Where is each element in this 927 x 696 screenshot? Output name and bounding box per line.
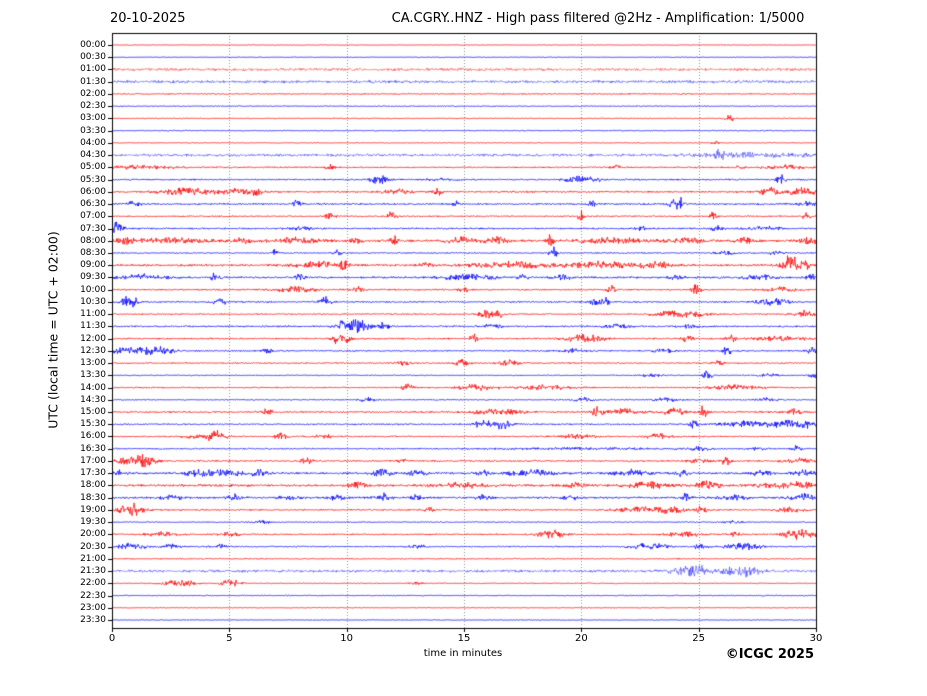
y-tick-label: 00:30 bbox=[80, 52, 106, 63]
y-tick-label: 00:00 bbox=[80, 40, 106, 50]
y-tick-label: 10:30 bbox=[80, 296, 106, 307]
y-tick-label: 17:00 bbox=[80, 455, 106, 466]
y-tick-label: 03:30 bbox=[80, 125, 106, 136]
x-tick-label: 5 bbox=[226, 633, 233, 644]
date-label: 20-10-2025 bbox=[110, 11, 186, 26]
y-tick-label: 16:30 bbox=[80, 443, 106, 454]
y-tick-label: 08:00 bbox=[80, 235, 106, 246]
y-tick-label: 10:00 bbox=[80, 284, 106, 295]
x-tick-label: 0 bbox=[108, 633, 116, 644]
x-tick-label: 30 bbox=[809, 633, 823, 644]
y-tick-label: 04:30 bbox=[80, 150, 106, 161]
y-tick-label: 01:30 bbox=[80, 76, 106, 87]
plot-title: CA.CGRY..HNZ - High pass filtered @2Hz -… bbox=[391, 11, 805, 26]
y-tick-label: 05:30 bbox=[80, 174, 106, 185]
y-tick-label: 22:30 bbox=[80, 590, 106, 601]
y-tick-label: 17:30 bbox=[80, 468, 106, 479]
y-tick-label: 02:00 bbox=[80, 88, 106, 99]
y-tick-label: 07:00 bbox=[80, 211, 106, 222]
y-tick-label: 02:30 bbox=[80, 101, 106, 112]
x-tick-label: 15 bbox=[457, 633, 471, 644]
y-tick-label: 23:00 bbox=[80, 602, 106, 613]
y-tick-label: 07:30 bbox=[80, 223, 106, 234]
y-tick-label: 16:00 bbox=[80, 431, 106, 442]
x-tick-label: 20 bbox=[574, 633, 588, 644]
y-tick-label: 09:00 bbox=[80, 260, 106, 271]
y-tick-label: 06:00 bbox=[80, 186, 106, 197]
x-axis-title: time in minutes bbox=[423, 648, 503, 659]
y-tick-label: 04:00 bbox=[80, 137, 106, 148]
y-tick-label: 19:00 bbox=[80, 504, 106, 515]
x-tick-label: 25 bbox=[692, 633, 706, 644]
y-tick-label: 09:30 bbox=[80, 272, 106, 283]
y-tick-label: 03:00 bbox=[80, 113, 106, 124]
y-tick-label: 22:00 bbox=[80, 578, 106, 589]
y-tick-label: 11:30 bbox=[80, 321, 106, 332]
y-tick-label: 19:30 bbox=[80, 517, 106, 528]
y-tick-label: 12:30 bbox=[80, 345, 106, 356]
y-tick-label: 13:30 bbox=[80, 370, 106, 381]
y-tick-label: 13:00 bbox=[80, 358, 106, 369]
y-tick-label: 11:00 bbox=[80, 309, 106, 320]
y-tick-label: 18:00 bbox=[80, 480, 106, 491]
y-tick-label: 12:00 bbox=[80, 333, 106, 344]
y-axis-title: UTC (local time = UTC + 02:00) bbox=[45, 231, 61, 429]
y-tick-label: 14:00 bbox=[80, 382, 106, 393]
y-tick-label: 18:30 bbox=[80, 492, 106, 503]
y-tick-label: 14:30 bbox=[80, 394, 106, 405]
y-tick-label: 05:00 bbox=[80, 162, 106, 173]
x-tick-label: 10 bbox=[340, 633, 354, 644]
y-tick-label: 01:00 bbox=[80, 64, 106, 75]
y-tick-label: 15:00 bbox=[80, 407, 106, 418]
y-tick-label: 21:30 bbox=[80, 566, 106, 577]
y-tick-label: 20:00 bbox=[80, 529, 106, 540]
y-tick-label: 06:30 bbox=[80, 199, 106, 210]
y-tick-label: 20:30 bbox=[80, 541, 106, 552]
y-tick-label: 08:30 bbox=[80, 247, 106, 258]
y-tick-label: 21:00 bbox=[80, 553, 106, 564]
y-tick-label: 15:30 bbox=[80, 419, 106, 430]
copyright-credit: ©ICGC 2025 bbox=[725, 647, 814, 662]
y-tick-label: 23:30 bbox=[80, 615, 106, 625]
